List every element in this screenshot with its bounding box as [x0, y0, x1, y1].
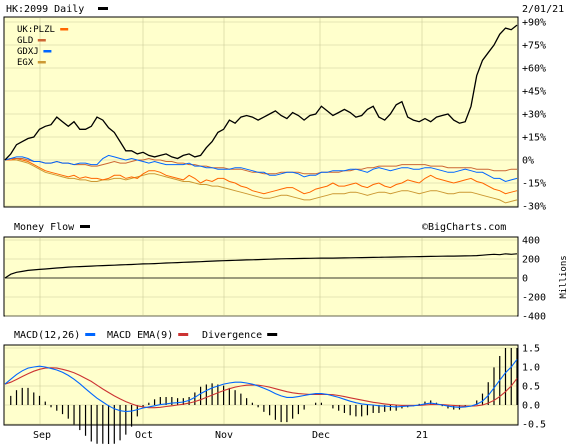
series-line-uk-plzl — [5, 157, 518, 195]
series-line-egx — [5, 159, 518, 204]
symbol-legend-swatch — [98, 7, 108, 10]
y-tick-label: 400 — [522, 236, 540, 247]
watermark: ©BigCharts.com — [422, 222, 506, 233]
macd-gridlines — [5, 346, 517, 425]
y-tick-label: +90% — [522, 18, 546, 29]
legend-label: UK:PLZL — [17, 25, 55, 35]
x-axis: Sep Oct Nov Dec 21 — [33, 430, 428, 441]
y-tick-label: +60% — [522, 64, 546, 75]
series-line-money-flow — [4, 253, 518, 279]
price-panel — [3, 16, 519, 208]
date-label: 2/01/21 — [522, 4, 564, 15]
price-y-axis: +90% +75% +60% +45% +30% +15% 0% -15% -30% — [522, 18, 546, 213]
y-tick-label: 0% — [522, 156, 534, 167]
y-tick-label: 0.5 — [522, 382, 540, 393]
macd-panel — [3, 344, 519, 426]
macd-series — [4, 359, 518, 413]
money-flow-y-axis: 400 200 0 -200 -400 — [522, 236, 546, 323]
price-series — [4, 24, 518, 204]
money-flow-panel — [3, 236, 519, 317]
series-line-gld — [4, 157, 517, 175]
y-tick-label: 1.5 — [522, 344, 540, 355]
legend-label: GDXJ — [17, 47, 39, 57]
y-tick-label: -200 — [522, 293, 546, 304]
macd-legend-swatch — [178, 333, 189, 336]
y-tick-label: -400 — [522, 312, 546, 323]
series-line-hk-2099 — [4, 24, 518, 161]
macd-legend-label: Divergence — [202, 330, 262, 341]
macd-divergence-bars — [10, 348, 518, 444]
money-flow-title: Money Flow — [14, 222, 75, 233]
y-tick-label: +75% — [522, 41, 546, 52]
y-tick-label: 0.0 — [522, 401, 540, 412]
money-flow-unit: Millions — [559, 255, 569, 298]
x-tick-label: Sep — [33, 430, 51, 441]
x-tick-label: Oct — [135, 430, 153, 441]
y-tick-label: 200 — [522, 255, 540, 266]
series-line-gdxj — [4, 154, 518, 183]
y-tick-label: 1.0 — [522, 363, 540, 374]
series-line-macd-ema-9- — [4, 367, 518, 409]
macd-legend-swatch — [85, 333, 96, 336]
macd-legend-label: MACD EMA(9) — [107, 330, 173, 341]
y-tick-label: -15% — [522, 179, 546, 190]
y-tick-label: -30% — [522, 202, 546, 213]
x-tick-label: Dec — [312, 430, 330, 441]
macd-y-axis: 1.5 1.0 0.5 0.0 -0.5 — [522, 344, 546, 431]
legend-label: EGX — [17, 58, 34, 68]
legend-label: GLD — [17, 36, 33, 46]
y-tick-label: +45% — [522, 87, 546, 98]
legend-swatch — [60, 28, 69, 31]
y-tick-label: +15% — [522, 133, 546, 144]
x-tick-label: 21 — [416, 430, 428, 441]
money-flow-legend-swatch — [80, 225, 90, 228]
legend-swatch — [37, 61, 46, 64]
legend-swatch — [43, 50, 52, 53]
y-tick-label: 0 — [522, 274, 528, 285]
money-flow-series — [4, 253, 518, 279]
series-line-macd-12-26- — [4, 359, 518, 413]
macd-legend-swatch — [267, 333, 278, 336]
macd-legend-label: MACD(12,26) — [14, 330, 80, 341]
y-tick-label: -0.5 — [522, 420, 546, 431]
x-tick-label: Nov — [215, 430, 233, 441]
legend-swatch — [37, 39, 46, 42]
y-tick-label: +30% — [522, 110, 546, 121]
price-gridlines — [5, 18, 517, 207]
macd-legend: MACD(12,26) MACD EMA(9) Divergence — [14, 330, 278, 341]
symbol-label: HK:2099 Daily — [6, 4, 84, 15]
